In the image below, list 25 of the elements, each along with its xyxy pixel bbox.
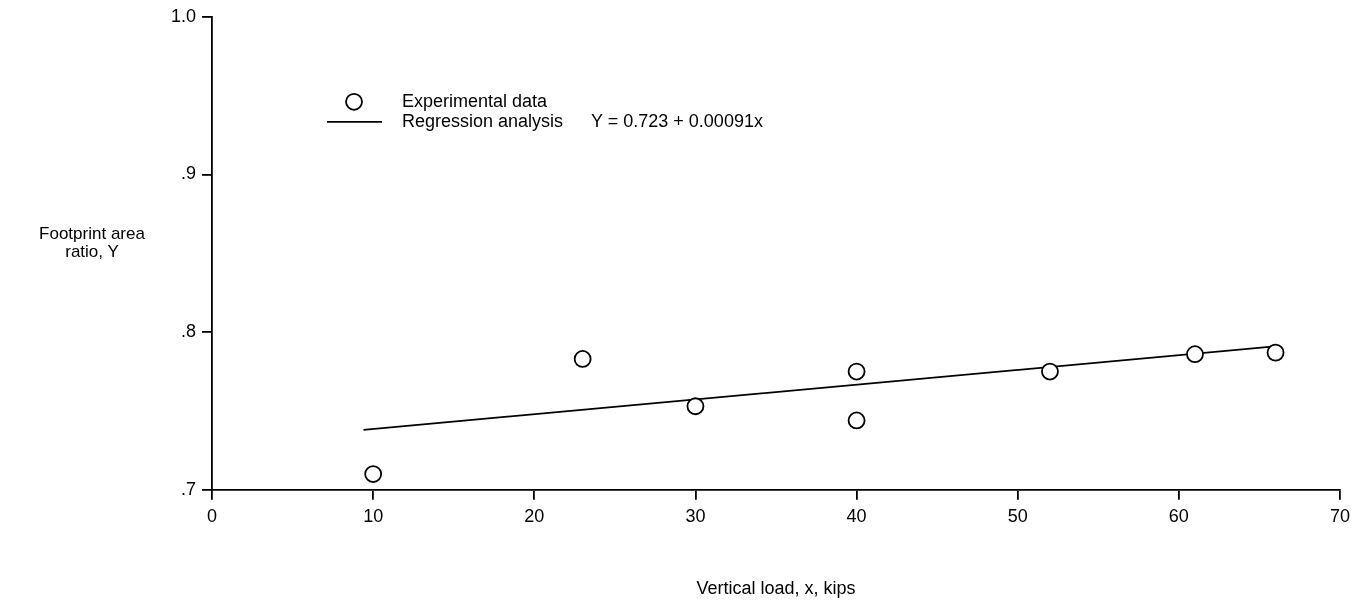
point [847, 411, 866, 430]
x-tick-label: 10 [363, 505, 384, 526]
x-tick-label: 70 [1329, 505, 1351, 526]
point [1186, 345, 1204, 364]
y-tick-label: .7 [181, 478, 197, 499]
annotation: Y = 0.723 + 0.00091x [591, 110, 763, 131]
legend-label: Regression analysis [402, 110, 564, 131]
point [364, 465, 383, 483]
x-tick-label: 30 [685, 505, 706, 526]
x-tick-label: 60 [1168, 505, 1189, 526]
y-tick-label: 1.0 [170, 5, 197, 26]
y-axis-title: Footprint area ratio, Y [39, 223, 146, 261]
y-tick-label: .8 [181, 321, 197, 342]
point [1266, 343, 1285, 362]
x-tick-label: 0 [207, 505, 218, 526]
point [847, 362, 866, 381]
x-tick-label: 20 [524, 505, 545, 526]
legend-label: Experimental data [402, 90, 549, 111]
x-tick-label: 40 [846, 505, 867, 526]
point [573, 350, 592, 368]
point [1041, 362, 1059, 381]
x-axis-title: Vertical load, x, kips [696, 578, 856, 599]
y-tick-label: .9 [181, 163, 197, 184]
x-tick-label: 50 [1007, 505, 1028, 526]
point [686, 397, 705, 416]
